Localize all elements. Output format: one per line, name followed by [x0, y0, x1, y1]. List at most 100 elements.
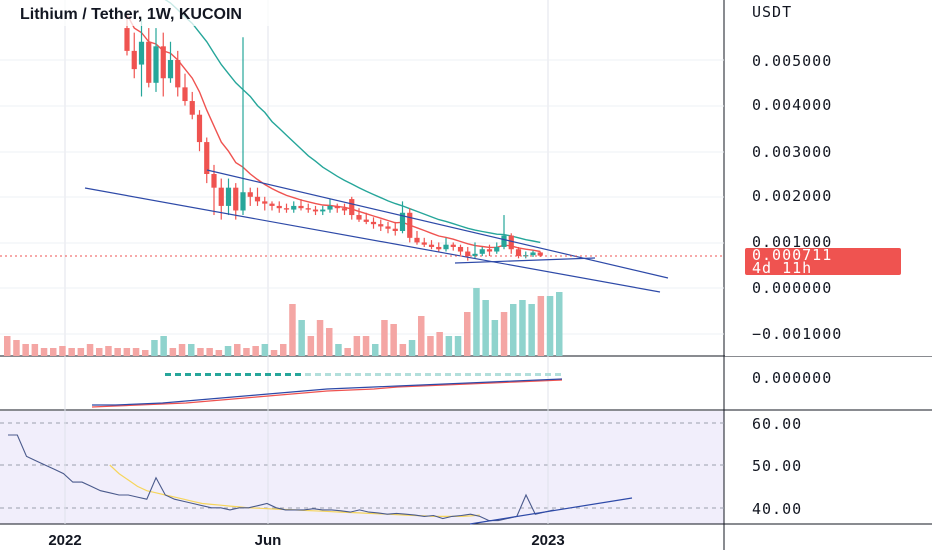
volume-bar	[50, 348, 57, 356]
candle-body	[450, 244, 456, 247]
volume-bar	[206, 348, 213, 356]
volume-bar	[546, 296, 554, 356]
candle-body	[370, 221, 377, 225]
candle-body	[494, 246, 500, 252]
macd-histogram-bar	[525, 373, 531, 376]
volume-bar	[362, 336, 370, 356]
candle-body	[262, 201, 268, 204]
candle-body	[392, 228, 398, 231]
volume-bar	[270, 350, 278, 356]
candle-body	[153, 46, 159, 83]
macd-histogram-bar	[295, 373, 301, 376]
price-tick: 0.004000	[752, 96, 832, 114]
volume-bar	[169, 348, 177, 356]
candle-body	[240, 192, 246, 211]
candle-body	[515, 249, 522, 257]
candle-body	[443, 244, 449, 250]
price-tick: 0.001000	[752, 233, 832, 251]
volume-bar	[500, 312, 508, 356]
candle-body	[146, 41, 152, 83]
candle-body	[305, 208, 311, 210]
candle-body	[320, 209, 326, 212]
volume-bar	[4, 336, 11, 356]
volume-bar	[390, 324, 397, 356]
volume-bar	[215, 350, 223, 356]
price-tick: 0.003000	[752, 143, 832, 161]
candle-body	[124, 28, 130, 51]
rsi-tick: 40.00	[752, 500, 802, 518]
candle-body	[414, 237, 420, 243]
candle-body	[363, 219, 369, 222]
volume-bar	[160, 336, 167, 356]
macd-histogram-bar	[365, 373, 371, 376]
volume-bar	[556, 292, 563, 356]
title-backdrop	[0, 0, 450, 26]
candlesticks	[124, 14, 543, 261]
candle-body	[218, 187, 224, 206]
macd-histogram-bar	[455, 373, 461, 376]
rsi-line	[8, 434, 554, 522]
candle-body	[254, 196, 261, 202]
candle-body	[385, 226, 391, 229]
macd-histogram-bar	[495, 373, 501, 376]
trendline	[84, 187, 661, 293]
volume-bar	[289, 304, 296, 356]
macd-histogram-bar	[185, 373, 191, 376]
rsi-trendline	[469, 497, 633, 525]
volume-bar	[399, 344, 407, 356]
candle-body	[428, 244, 435, 247]
candle-body	[160, 46, 166, 79]
volume-bar	[436, 332, 443, 356]
macd-histogram-bar	[255, 373, 261, 376]
volume-bar	[178, 344, 186, 356]
volume-bar	[510, 304, 517, 356]
macd-histogram-bar	[215, 373, 221, 376]
macd-histogram-bar	[175, 373, 181, 376]
rsi-pane	[8, 434, 633, 525]
volume-bar	[77, 348, 85, 356]
macd-histogram-bar	[535, 373, 541, 376]
volume-bar	[261, 344, 269, 356]
candle-body	[356, 215, 362, 220]
time-label-2023: 2023	[531, 532, 564, 549]
macd-line	[92, 378, 563, 406]
candle-body	[378, 224, 384, 227]
rsi-tick: 60.00	[752, 415, 802, 433]
macd-histogram-bar	[515, 373, 521, 376]
volume-bar	[537, 296, 545, 356]
volume-bar	[114, 348, 121, 356]
price-axis-background	[725, 0, 932, 356]
candle-body	[349, 199, 355, 216]
volume-bar	[335, 344, 342, 356]
price-tick: −0.001000	[752, 325, 842, 343]
volume-bar	[40, 348, 48, 356]
volume-bar	[418, 316, 425, 356]
volume-bar	[408, 340, 416, 356]
candle-body	[436, 246, 442, 250]
candle-body	[211, 174, 217, 188]
volume-bar	[482, 300, 489, 356]
volume-bar	[13, 340, 20, 356]
macd-histogram-bar	[245, 373, 251, 376]
volume-bar	[22, 344, 29, 356]
volume-bar	[464, 312, 471, 356]
trendlines	[84, 169, 669, 293]
trendline	[454, 257, 596, 264]
volume-bar	[252, 346, 259, 356]
candle-body	[508, 235, 514, 250]
volume-bar	[59, 346, 66, 356]
volume-bar	[243, 348, 250, 356]
macd-pane	[91, 373, 563, 408]
macd-histogram-bar	[345, 373, 351, 376]
volume-bar	[142, 350, 149, 356]
candle-body	[175, 60, 181, 88]
volume-bar	[188, 344, 195, 356]
macd-signal-line	[91, 379, 563, 408]
candle-body	[457, 246, 464, 252]
time-label-2022: 2022	[48, 532, 81, 549]
macd-histogram-bar	[555, 373, 561, 376]
volume-bar	[326, 328, 333, 356]
price-axis-unit: USDT	[752, 3, 792, 21]
candle-body	[182, 87, 188, 102]
